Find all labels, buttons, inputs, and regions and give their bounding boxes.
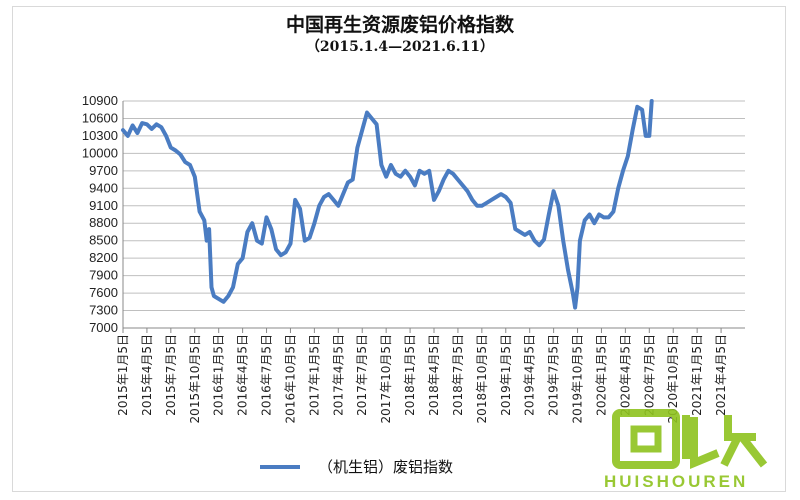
watermark-logo: HUISHOUREN: [604, 409, 768, 491]
x-tick-label: 2020年10月5日: [666, 334, 680, 423]
x-tick-label: 2017年7月5日: [355, 334, 369, 416]
y-tick-label: 7300: [89, 303, 118, 318]
y-tick-label: 7900: [89, 268, 118, 283]
y-tick-label: 8800: [89, 215, 118, 230]
y-tick-label: 7000: [89, 320, 118, 335]
watermark-text: HUISHOUREN: [604, 472, 748, 491]
chart-frame: [12, 6, 786, 492]
x-tick-label: 2018年10月5日: [475, 334, 489, 423]
x-tick-label: 2021年1月5日: [690, 334, 704, 416]
y-tick-label: 9700: [89, 163, 118, 178]
y-tick-label: 8200: [89, 250, 118, 265]
x-tick-label: 2016年1月5日: [212, 334, 226, 416]
x-tick-label: 2020年7月5日: [642, 334, 656, 416]
x-tick-label: 2015年4月5日: [140, 334, 154, 416]
x-tick-label: 2018年1月5日: [403, 334, 417, 416]
x-tick-label: 2020年4月5日: [618, 334, 632, 416]
y-tick-label: 10300: [82, 128, 118, 143]
chart-title: 中国再生资源废铝价格指数: [285, 14, 514, 36]
y-tick-label: 9400: [89, 180, 118, 195]
x-axis: 2015年1月5日 2015年4月5日 2015年7月5日 2015年10月5日 201…: [116, 327, 745, 423]
chart-subtitle: （2015.1.4—2021.6.11）: [305, 39, 495, 55]
x-tick-label: 2019年4月5日: [523, 334, 537, 416]
x-tick-label: 2015年10月5日: [188, 334, 202, 423]
y-tick-label: 7600: [89, 285, 118, 300]
x-tick-label: 2020年1月5日: [594, 334, 608, 416]
x-tick-label: 2018年7月5日: [451, 334, 465, 416]
x-tick-label: 2015年1月5日: [116, 334, 130, 416]
x-tick-label: 2019年7月5日: [547, 334, 561, 416]
x-tick-label: 2018年4月5日: [427, 334, 441, 416]
legend-swatch: [260, 464, 300, 469]
x-tick-label: 2016年4月5日: [236, 334, 250, 416]
y-tick-label: 10000: [82, 145, 118, 160]
y-axis: 7000 7300 7600 7900 8200 8500 8800 9100 9400 9700…: [82, 93, 124, 335]
x-tick-label: 2016年7月5日: [260, 334, 274, 416]
x-tick-label: 2016年10月5日: [283, 334, 297, 423]
x-tick-label: 2019年1月5日: [499, 334, 513, 416]
y-tick-label: 10900: [82, 93, 118, 108]
x-tick-label: 2017年1月5日: [307, 334, 321, 416]
y-tick-label: 8500: [89, 233, 118, 248]
x-tick-label: 2021年4月5日: [714, 334, 728, 416]
x-tick-label: 2017年4月5日: [331, 334, 345, 416]
legend: （机生铝）废铝指数: [260, 456, 453, 477]
y-tick-label: 10600: [82, 110, 118, 125]
series-line: [121, 99, 654, 310]
gridlines: [123, 100, 745, 329]
x-tick-label: 2015年7月5日: [164, 334, 178, 416]
legend-label: （机生铝）废铝指数: [318, 458, 454, 476]
x-tick-label: 2019年10月5日: [571, 334, 585, 423]
y-tick-label: 9100: [89, 198, 118, 213]
x-tick-label: 2017年10月5日: [379, 334, 393, 423]
